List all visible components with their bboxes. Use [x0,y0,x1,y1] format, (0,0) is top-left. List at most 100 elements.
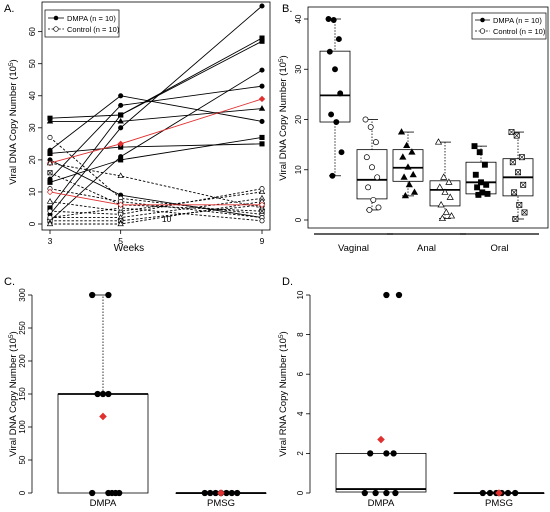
panel-c-ylabel: Viral DNA Copy Number (105) [8,331,20,456]
legend-b-text-dmpa: DMPA (n = 10) [493,16,542,25]
point [89,489,96,497]
y-tick-label-b: 0 [294,217,303,222]
point-b [438,214,447,221]
point [383,291,390,299]
point-b [436,183,444,190]
point-b [329,172,336,179]
point-b [445,178,453,185]
point [234,489,241,497]
series-point-16 [47,208,53,214]
y-tick-label: 0 [18,490,27,495]
series-point-20 [46,220,54,227]
point-b [481,161,488,168]
point-b [520,181,527,188]
series-point-13-x2 [47,170,53,176]
point [105,390,112,398]
mean-marker [377,435,385,444]
point-b [367,124,374,130]
point-b [325,16,332,22]
point-b [405,180,413,188]
series-point-8 [118,125,124,131]
series-point-2 [117,117,124,124]
point-b-x2 [513,132,520,139]
series-point-10 [258,95,266,103]
y-tick-label: 10 [296,290,305,299]
point-b [369,164,375,171]
legend-marker-control [53,26,59,32]
category-label: DMPA [90,498,117,509]
x-tick-label-a: 3 [48,236,53,246]
legend-b-text-control: Control (n = 10) [493,27,546,36]
point [201,489,208,497]
point-b [332,66,338,73]
series-point-13 [47,170,53,176]
box [57,393,149,494]
panel-a-ylabel: Viral DNA Copy Number (105) [8,59,20,184]
point-b-x2 [516,202,523,208]
series-point-0 [118,93,124,99]
point [228,489,235,497]
panel-c-label: C. [4,276,15,288]
point-b [476,149,483,156]
point [361,489,368,497]
y-tick-label: 4 [296,411,305,416]
series-point-6 [259,134,265,140]
point-b [365,184,372,191]
series-point-3 [47,150,53,157]
point-b [408,148,416,155]
series-point-15 [46,198,54,204]
point-b [363,154,370,161]
series-point-5 [118,102,124,108]
panel-d-label: D. [282,276,293,288]
point-b [440,173,448,180]
annotation-a: 10 [162,214,172,224]
series-line-1 [49,40,263,119]
point-b-x2 [511,189,517,196]
series-point-7 [259,35,265,41]
legend-text-control: Control (n = 10) [67,25,120,34]
point-b [400,173,408,180]
series-point-2 [46,117,54,124]
point-b [475,191,482,198]
series-line-19 [49,207,263,222]
point [486,489,494,497]
point-b [516,201,523,208]
series-line-11 [49,137,263,215]
y-tick-label-a: 0 [28,221,37,226]
point-b [330,17,337,23]
point-b-x2 [519,154,525,160]
series-point-9 [259,67,265,73]
series-line-14 [49,188,263,219]
series-point-21 [117,201,124,208]
point-b [362,116,369,123]
series-point-3 [259,141,265,147]
y-tick-label: 8 [296,332,305,337]
panel-a-label: A. [4,3,14,15]
panel-a-xlabel: Weeks [114,243,144,254]
mean-marker [495,489,503,497]
panel-a: A. Viral DNA Copy Number (105) Weeks 0 10… [4,1,271,254]
y-tick-label: 150 [18,387,27,401]
series-point-15 [258,188,266,195]
series-point-12 [46,159,54,166]
point-b [333,119,340,125]
point-b [335,36,342,43]
point-b-x2 [515,169,521,176]
category-label-b: Oral [491,243,509,254]
point [105,291,112,299]
y-tick-label: 50 [18,455,27,464]
legend-b-marker-control [479,28,486,34]
point-b [404,163,412,170]
point-b [326,48,333,55]
y-tick-label: 0 [296,490,305,495]
x-tick-label-a: 5 [118,236,123,246]
point-b [478,179,484,186]
point [383,450,390,457]
panel-a-legend: DMPA (n = 10) Control (n = 10) [44,9,120,38]
y-tick-label: 300 [18,288,27,302]
panel-b-legend-box [471,12,547,40]
point [94,390,101,398]
x-tick-label-a: 9 [260,236,265,246]
series-point-5 [259,83,265,89]
